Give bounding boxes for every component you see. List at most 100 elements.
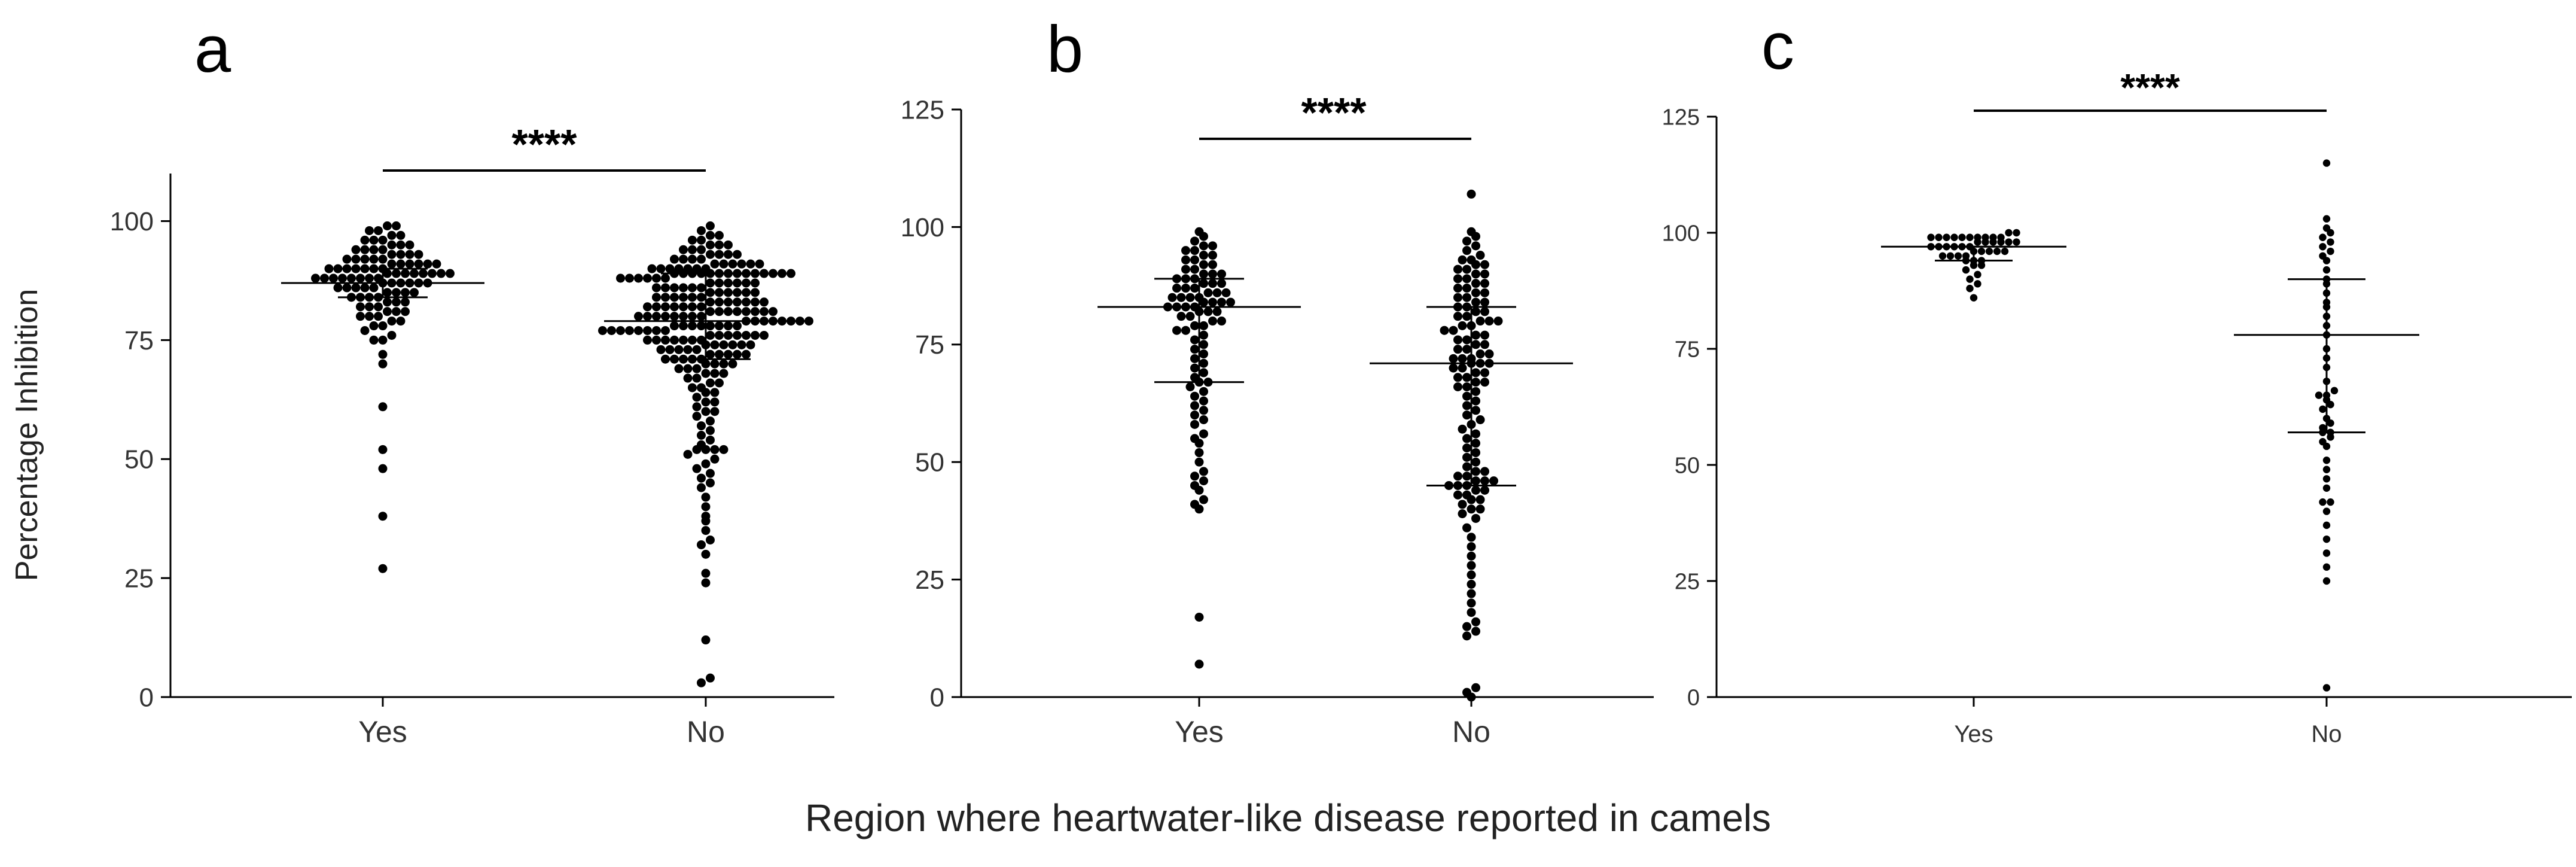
panel-a-no-point [706,321,715,331]
panel-a-no-point [625,273,634,283]
panel-b-no-point [1480,485,1489,495]
panel-a-no-point [706,536,715,544]
panel-a-yes-point [374,302,383,312]
panel-a-no-point [692,464,702,473]
panel-b-no-point [1480,260,1489,269]
panel-b-yes-point [1185,312,1195,321]
panel-a-no-point [769,307,778,317]
panel-a-no-point [715,240,724,250]
panel-b-no-point [1480,378,1489,387]
panel-b-no-point [1476,495,1485,504]
panel-b-no-point [1471,330,1480,340]
panel-b-no-point [1462,462,1471,471]
panel-a-no-point [692,373,702,383]
panel-a-no-point [760,297,769,307]
panel-b-no-point [1453,345,1462,354]
panel-a-no-point [670,335,679,345]
panel-a-yes-point [387,259,397,269]
panel-a-no-point [688,335,697,345]
panel-a-no-point [643,302,652,312]
panel-a-yes-point [396,230,406,240]
panel-a-no-point [697,483,706,492]
panel-b-no-point [1467,598,1476,608]
panel-c-no-point [2327,433,2334,441]
panel-a-yes-point [365,273,374,283]
panel-a-yes-point [396,317,406,326]
panel-b-no-point [1462,401,1471,410]
panel-a-no-point [701,359,711,369]
panel-c-yes-point [2013,229,2020,237]
panel-b-no-point [1467,495,1476,504]
panel-b-yes-point [1181,264,1190,274]
panel-a-no-point [670,283,679,293]
panel-b-yes-point [1190,471,1199,481]
panel-a-no-point [701,407,711,416]
panel-a-no-point [701,516,711,526]
panel-a-no-point [692,364,702,373]
panel-c-yes-point [2001,247,2009,255]
panel-a-x-tick-label: No [687,715,725,749]
panel-a-y-tick-label: 100 [110,207,154,236]
panel-b-yes-point [1199,467,1208,476]
panel-a-no-point [697,540,706,549]
panel-c-x-tick-label: No [2311,721,2342,747]
panel-b-yes-point [1208,241,1217,251]
panel-b-yes-point [1199,387,1208,396]
panel-a-no-point [697,431,706,440]
panel-b-no-point [1462,274,1471,284]
panel-a-no-point [674,364,684,373]
panel-a-no-point [661,335,670,345]
panel-a-yes-point [405,259,414,269]
panel-a-no-point [706,426,715,436]
panel-b-no-point [1467,189,1476,199]
panel-a-no-point [710,445,720,454]
panel-b-no-point [1458,354,1467,363]
panel-c-no-point [2319,405,2327,413]
panel-a-no-point [733,321,742,331]
panel-a-no-point [688,383,697,393]
panel-b-no-point [1453,312,1462,321]
panel-b-no-point [1462,284,1471,293]
panel-b-no-point [1480,340,1489,349]
panel-b-yes-point [1194,439,1204,448]
panel-a-no-point [715,297,724,307]
panel-c-no-point [2322,684,2331,692]
panel-b-yes-point [1217,317,1226,326]
panel-b-yes-point [1199,279,1208,288]
panel-b-yes-point [1221,288,1231,297]
panel-a-no-point [634,273,643,283]
panel-a-yes-point [392,307,401,317]
panel-a-yes-point [365,302,374,312]
panel-a-no-point [688,283,697,293]
panel-a-no-point [634,312,643,321]
panel-a-no-point [652,335,661,345]
panel-a-yes-point [356,312,365,321]
panel-a-yes-point [428,269,437,278]
panel-b-yes-point [1199,495,1208,504]
panel-a-no-point [643,273,652,283]
panel-b-no-point [1471,378,1480,387]
panel-a-no-point [598,326,607,335]
panel-a-no-point [679,293,688,302]
panel-c-no-point [2327,238,2334,246]
panel-a-yes-point [338,273,347,283]
panel-a-no-point [670,312,679,321]
panel-b-no-point [1471,340,1480,349]
panel-b-no-point [1449,354,1458,363]
panel-a-no-point [697,678,706,687]
panel-c-no-point [2327,498,2334,506]
panel-a-no-point [701,502,711,512]
panel-c-yes-point [2005,238,2013,246]
panel-b-yes-point [1199,415,1208,424]
panel-a-no-point [751,330,760,340]
panel-a-no-point [724,297,733,307]
panel-a-no-point [710,397,720,407]
panel-a-no-point [701,388,711,397]
panel-a-no-point [724,321,733,331]
panel-b-no-point [1453,471,1462,481]
panel-a-no-point [724,278,733,288]
panel-a-no-point [661,293,670,302]
panel-a-no-point [710,259,720,269]
panel-b-no-point [1462,293,1471,302]
panel-c-no-point [2322,159,2331,167]
